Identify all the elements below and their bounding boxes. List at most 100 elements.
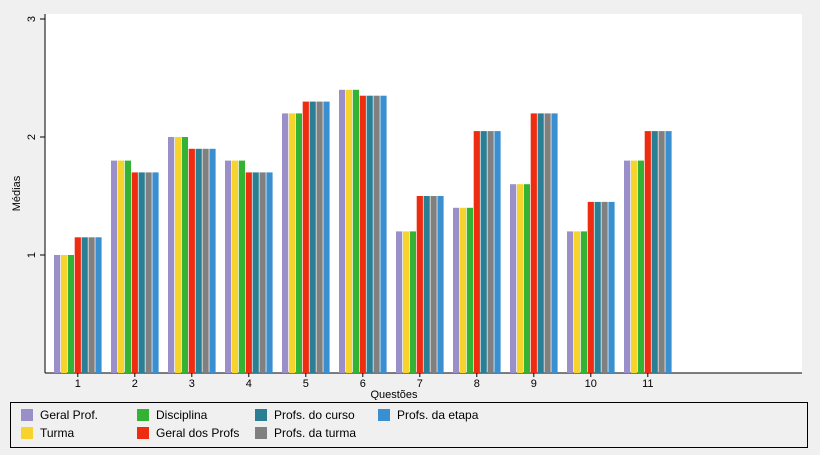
legend-item: Turma — [21, 426, 74, 440]
bar — [111, 160, 118, 373]
legend-item: Geral Prof. — [21, 408, 98, 422]
bar — [409, 231, 416, 373]
x-tick-label: 6 — [360, 378, 366, 390]
bar — [138, 172, 145, 373]
bar — [567, 231, 574, 373]
bar — [453, 207, 460, 373]
bar — [54, 255, 61, 373]
x-tick-label: 4 — [246, 378, 252, 390]
bar — [537, 113, 544, 374]
bar — [608, 201, 615, 373]
bar — [466, 207, 473, 373]
bar — [238, 160, 245, 373]
bar — [345, 89, 353, 374]
bar — [624, 160, 631, 373]
bar — [245, 172, 252, 373]
bar — [430, 196, 437, 373]
legend-swatch — [137, 409, 149, 421]
bar — [359, 95, 366, 373]
x-tick-label: 7 — [417, 378, 423, 390]
bar — [282, 113, 289, 374]
y-tick-label: 2 — [26, 134, 38, 140]
bar — [402, 231, 410, 373]
bar — [366, 95, 373, 373]
bar — [480, 131, 487, 373]
bar — [352, 89, 359, 374]
bar — [644, 131, 651, 373]
legend-swatch — [378, 409, 390, 421]
legend-label: Geral Prof. — [40, 408, 99, 422]
x-tick-label: 1 — [75, 378, 81, 390]
legend-swatch — [21, 409, 33, 421]
x-tick-label: 10 — [585, 378, 597, 390]
bar — [181, 137, 188, 373]
bar — [309, 101, 316, 373]
bar — [174, 137, 182, 373]
bar — [117, 160, 125, 373]
x-tick-label: 5 — [303, 378, 309, 390]
bar — [573, 231, 581, 373]
legend-item: Disciplina — [137, 408, 207, 422]
y-axis-label: Médias — [11, 175, 23, 211]
bar — [252, 172, 259, 373]
x-tick-label: 3 — [189, 378, 195, 390]
bar — [168, 137, 175, 373]
bar — [551, 113, 558, 374]
bar — [67, 255, 74, 373]
bar — [316, 101, 323, 373]
bar — [510, 184, 517, 373]
bar — [266, 172, 273, 373]
bar — [523, 184, 530, 373]
bar — [594, 201, 601, 373]
legend-swatch — [137, 427, 149, 439]
x-tick-label: 11 — [642, 378, 653, 390]
bar — [81, 237, 88, 373]
bar — [288, 113, 296, 374]
legend-label: Turma — [40, 426, 75, 440]
bar — [530, 113, 537, 374]
bar — [459, 207, 467, 373]
legend-label: Geral dos Profs — [156, 426, 240, 440]
bar — [473, 131, 480, 373]
bar — [630, 160, 638, 373]
legend-item: Profs. da turma — [255, 426, 356, 440]
bar — [88, 237, 95, 373]
legend-item: Geral dos Profs — [137, 426, 239, 440]
bar — [396, 231, 403, 373]
bar — [145, 172, 152, 373]
bar — [95, 237, 102, 373]
bar — [188, 148, 195, 373]
bar — [651, 131, 658, 373]
bar — [544, 113, 551, 374]
bar — [423, 196, 430, 373]
bar — [124, 160, 131, 373]
bar — [658, 131, 665, 373]
bar — [131, 172, 138, 373]
bar — [152, 172, 159, 373]
bar — [339, 89, 346, 374]
bar — [416, 196, 423, 373]
bar — [231, 160, 239, 373]
bar — [259, 172, 266, 373]
bar — [580, 231, 587, 373]
bar — [209, 148, 216, 373]
bar — [60, 255, 68, 373]
bar — [601, 201, 608, 373]
bar — [323, 101, 330, 373]
legend-label: Profs. do curso — [274, 408, 355, 422]
legend-swatch — [255, 409, 267, 421]
x-tick-label: 2 — [132, 378, 138, 390]
bar — [195, 148, 202, 373]
bar — [302, 101, 309, 373]
bar — [637, 160, 644, 373]
bar — [494, 131, 501, 373]
x-axis-label: Questões — [370, 389, 418, 400]
x-tick-label: 8 — [474, 378, 480, 390]
legend: Geral Prof. Turma Disciplina Geral dos Prof… — [10, 402, 808, 448]
y-tick-label: 3 — [26, 16, 38, 22]
bar — [380, 95, 387, 373]
bar-chart: 1 2 3 Médias 1 2 3 4 5 6 7 8 9 10 11 Questões — [11, 14, 802, 400]
legend-item: Profs. da etapa — [378, 408, 478, 422]
legend-swatch — [21, 427, 33, 439]
y-tick-label: 1 — [26, 252, 38, 258]
